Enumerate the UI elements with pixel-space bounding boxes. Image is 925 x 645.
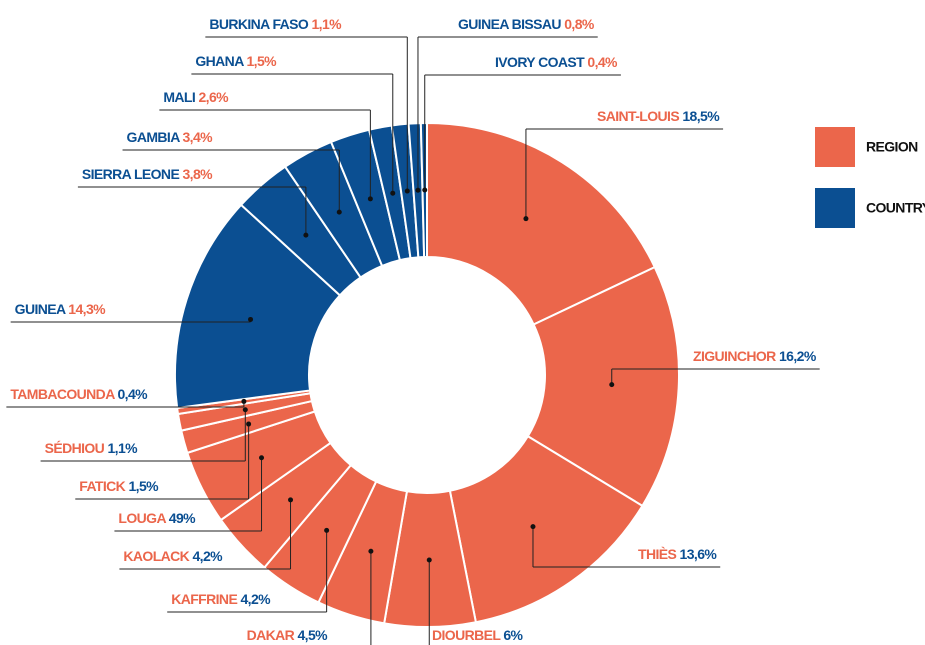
slice [174,203,342,410]
value-label: 16,2% [779,348,817,364]
category-name: LOUGA [118,510,166,526]
category-name: TAMBACOUNDA [10,386,115,402]
category-name: GHANA [195,53,244,69]
slice [526,265,680,508]
category-name: KAFFRINE [171,591,237,607]
legend-swatch [815,127,855,167]
slice-label: THIÈS 13,6% [638,546,717,562]
value-label: 14,3% [68,301,106,317]
category-name: SÉDHIOU [45,440,105,456]
slice-label: BURKINA FASO 1,1% [209,16,342,32]
category-name: IVORY COAST [495,54,585,70]
value-label: 4,2% [192,548,223,564]
value-label: 13,6% [680,546,718,562]
category-name: GAMBIA [127,129,181,145]
slice-label: SÉDHIOU 1,1% [45,440,139,456]
value-label: 4,5% [297,627,328,643]
slice-label: MALI 2,6% [163,89,229,105]
slice-label: FATICK 1,5% [79,478,159,494]
slice-label: GUINEA BISSAU 0,8% [458,16,595,32]
slice-label: DAKAR 4,5% [247,627,329,643]
category-name: BURKINA FASO [209,16,309,32]
leader-dot [523,216,529,222]
legend-label: REGION [866,139,918,155]
category-name: GUINEA [15,301,66,317]
slice-label: GHANA 1,5% [195,53,277,69]
slices [174,121,680,628]
value-label: 1,5% [128,478,159,494]
category-name: THIÈS [638,546,676,562]
value-label: 3,4% [182,129,213,145]
value-label: 3,8% [182,166,213,182]
category-name: FATICK [79,478,125,494]
leader-dot [404,188,410,194]
category-name: ZIGUINCHOR [693,348,776,364]
value-label: 2,6% [198,89,229,105]
slice-label: LOUGA 49% [118,510,196,526]
slice-label: KAFFRINE 4,2% [171,591,271,607]
labels: SAINT-LOUIS 18,5% ZIGUINCHOR 16,2% THIÈS 1… [6,16,820,645]
slice-label: ZIGUINCHOR 16,2% [693,348,817,364]
slice [426,121,657,326]
leader-dot [422,187,428,193]
value-label: 0,4% [587,54,618,70]
value-label: 4,2% [240,591,271,607]
category-name: GUINEA BISSAU [458,16,561,32]
leader-dot [367,196,373,202]
category-name: DIOURBEL [432,627,501,643]
category-name: KAOLACK [123,548,189,564]
value-label: 1,1% [311,16,342,32]
category-name: DAKAR [247,627,295,643]
leader-dot [246,421,252,427]
category-name: SIERRA LEONE [82,166,180,182]
leader-dot [336,209,342,215]
value-label: 49% [169,510,196,526]
category-name: MALI [163,89,195,105]
slice-label: TAMBACOUNDA 0,4% [10,386,148,402]
slice-label: KAOLACK 4,2% [123,548,223,564]
leader-dot [248,316,254,322]
legend-swatch [815,188,855,228]
legend-label: COUNTRY [866,200,925,216]
leader-dot [390,190,396,196]
leader-dot [241,398,247,404]
value-label: 18,5% [682,108,720,124]
slice-label: SIERRA LEONE 3,8% [82,166,213,182]
slice-label: SAINT-LOUIS 18,5% [597,108,720,124]
leader-dot [426,557,432,563]
category-name: SAINT-LOUIS [597,108,679,124]
slice-label: DIOURBEL 6% [432,627,524,643]
leader-dot [368,548,374,554]
slice-label: GUINEA 14,3% [15,301,106,317]
leader-dot [303,232,309,238]
value-label: 1,5% [246,53,277,69]
value-label: 1,1% [107,440,138,456]
slice-label: IVORY COAST 0,4% [495,54,618,70]
slice [448,434,644,624]
leader-dot [530,524,536,530]
leader-dot [242,407,248,413]
leader-dot [609,382,615,388]
leader-dot [324,527,330,533]
value-label: 0,4% [117,386,148,402]
leader-dot [259,455,265,461]
slice-label: GAMBIA 3,4% [127,129,214,145]
leader-dot [415,187,421,193]
value-label: 6% [503,627,523,643]
value-label: 0,8% [564,16,595,32]
leader-dot [288,497,294,503]
